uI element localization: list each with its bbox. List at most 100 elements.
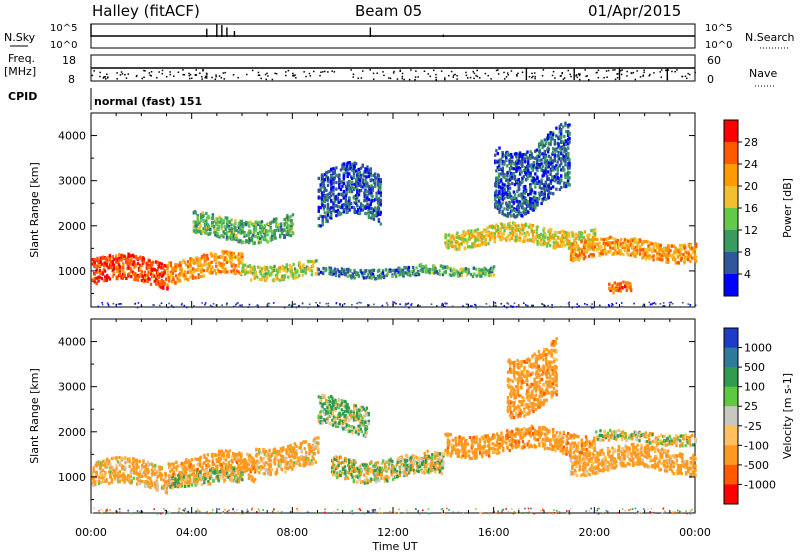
velocity-cell [129, 472, 132, 476]
power-cell [526, 230, 529, 234]
power-cell [222, 251, 225, 255]
power-cell [561, 236, 564, 240]
nave-dot [531, 72, 533, 75]
power-cell [460, 242, 463, 246]
power-cell [237, 230, 240, 234]
power-cell [544, 197, 547, 201]
velocity-cell [118, 474, 122, 478]
power-cell [323, 269, 326, 273]
power-cell [515, 196, 518, 200]
power-cell [626, 251, 629, 255]
nave-dot [444, 78, 446, 81]
power-cell [157, 275, 161, 279]
power-cell [665, 248, 669, 252]
power-cell [275, 274, 279, 278]
power-cell [560, 149, 563, 153]
power-cell [543, 149, 546, 153]
power-cell [273, 234, 276, 238]
power-cell [570, 257, 573, 261]
velocity-cell [144, 480, 148, 484]
power-cell [323, 188, 326, 192]
power-cell [556, 181, 559, 185]
power-cell [185, 263, 188, 267]
power-cell [153, 268, 156, 272]
power-cell [689, 247, 692, 251]
power-cell [202, 229, 205, 234]
power-cell [426, 269, 429, 273]
power-cell [348, 208, 351, 212]
power-cell [593, 245, 596, 249]
velocity-cell [187, 459, 191, 463]
power-cell [636, 249, 639, 253]
power-cell [567, 172, 570, 176]
power-cell [539, 242, 543, 246]
power-cell [342, 203, 346, 207]
power-cell [226, 231, 229, 235]
power-cell [346, 171, 349, 175]
power-cell [496, 160, 499, 164]
power-cell [506, 212, 510, 216]
power-cell [345, 164, 348, 169]
nave-dot [135, 75, 138, 78]
power-cell [547, 184, 550, 188]
power-cell [366, 171, 369, 175]
power-cell [105, 256, 108, 260]
power-cell [202, 227, 205, 231]
power-cell [204, 256, 207, 260]
velocity-cell [100, 480, 103, 484]
power-cell [224, 256, 227, 260]
nave-dot [681, 75, 684, 78]
power-cell [555, 187, 558, 191]
power-cell [244, 268, 247, 272]
power-cell [565, 172, 568, 176]
power-cell [655, 257, 659, 261]
power-cell [582, 246, 586, 250]
power-cell [510, 165, 513, 169]
power-cell [485, 303, 488, 305]
power-cell [263, 233, 267, 237]
power-cell [470, 229, 473, 233]
power-cell [616, 282, 619, 286]
power-cell [278, 235, 282, 239]
power-cell [379, 211, 382, 215]
power-cell [120, 274, 123, 278]
power-cell [392, 268, 395, 272]
power-cell [132, 265, 136, 270]
power-cell [534, 185, 537, 189]
power-cell [523, 239, 526, 243]
power-cell [516, 179, 519, 183]
power-cell [374, 277, 378, 281]
velocity-cell [156, 486, 159, 490]
power-cell [524, 160, 527, 164]
velocity-cell [156, 483, 159, 487]
velocity-cell [164, 483, 167, 487]
power-cell [250, 266, 253, 270]
power-cell [527, 204, 530, 208]
power-cell [626, 243, 629, 247]
power-cell [607, 236, 611, 240]
power-cell [421, 264, 425, 269]
nave-dot [435, 79, 437, 81]
power-cell [518, 203, 522, 207]
power-cell [134, 272, 137, 276]
power-cell [333, 199, 336, 204]
power-cell [162, 273, 165, 277]
power-cell [521, 205, 524, 209]
power-cell [205, 269, 209, 273]
power-cell [622, 280, 625, 284]
nave-dot [119, 74, 122, 76]
velocity-cell [109, 466, 112, 470]
power-cell [524, 210, 527, 214]
power-cell [523, 223, 526, 227]
power-cell [185, 276, 188, 280]
nave-dot [285, 74, 287, 77]
velocity-cell [151, 470, 155, 474]
power-cell [116, 276, 119, 280]
nave-dot [264, 73, 267, 76]
power-cell [513, 230, 516, 234]
power-cell [486, 226, 489, 230]
power-cell [555, 149, 558, 153]
power-cell [403, 266, 406, 270]
power-cell [571, 259, 575, 263]
power-cell [200, 257, 203, 261]
